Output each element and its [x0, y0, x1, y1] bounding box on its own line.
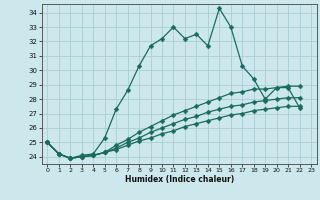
X-axis label: Humidex (Indice chaleur): Humidex (Indice chaleur) [124, 175, 234, 184]
